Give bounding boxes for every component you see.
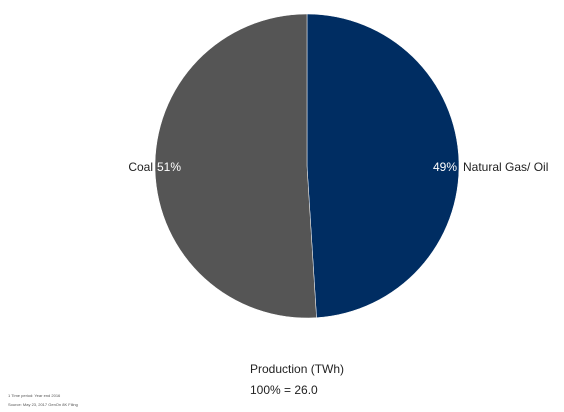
caption-total: 100% = 26.0 — [250, 383, 318, 397]
pie-labels: Natural Gas/ Oil 49% Coal 51% — [128, 160, 548, 174]
slice-percent-label: 49% — [433, 160, 457, 174]
slice-percent-label: 51% — [157, 160, 181, 174]
pie-slices — [154, 13, 460, 319]
caption-title: Production (TWh) — [250, 362, 345, 376]
source-note: Source: May 23, 2017 GenOn 8K Filing — [8, 402, 78, 407]
pie-slice-coal — [154, 13, 317, 319]
footnote: 1 Time period: Year end 2016 — [8, 393, 61, 398]
slice-category-label: Natural Gas/ Oil — [463, 160, 548, 174]
slice-category-label: Coal — [128, 160, 153, 174]
pie-slice-natural-gas-oil — [306, 13, 460, 318]
